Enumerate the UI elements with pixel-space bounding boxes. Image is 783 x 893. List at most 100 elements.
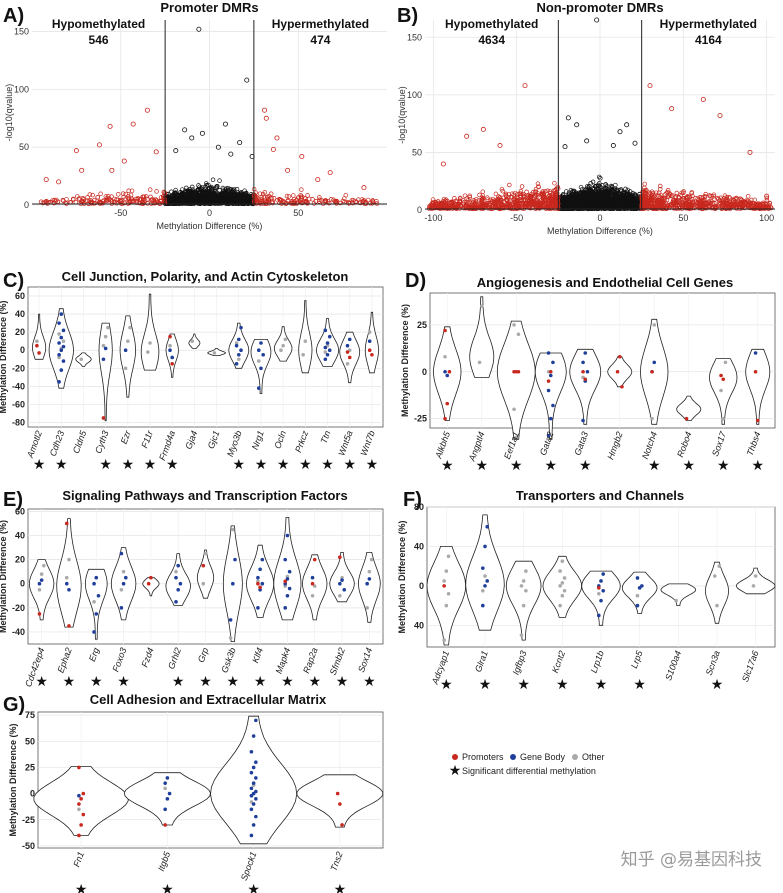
violin-Grhl2 [165,553,191,606]
data-point [764,193,770,199]
data-point [560,559,565,564]
violin-shape [465,514,505,631]
panel-letter: D) [405,270,426,292]
data-point [67,624,71,628]
significance-star: ★ [277,457,290,473]
x-tick-label: -100 [424,213,442,223]
data-point [652,360,657,365]
data-point [254,797,258,801]
y-tick-label: 0 [30,789,35,799]
data-point [338,555,342,560]
violin-Itgb5 [123,772,211,827]
violin-shape [745,348,771,425]
violin-shape [296,774,384,828]
y-tick-label: 25 [417,320,427,330]
data-point [176,563,180,568]
data-point [67,557,71,562]
data-point [57,332,61,336]
gene-label: Epha2 [56,646,74,674]
gene-label: Robo4 [675,430,693,458]
data-point [521,579,526,583]
violin-Sox17 [709,358,738,425]
data-point [444,569,449,573]
data-point [323,357,328,362]
y-axis-label: -log10(qvalue) [397,86,407,144]
data-point [481,603,485,608]
gene-label: Slc17a6 [740,649,761,683]
data-point [617,354,622,359]
data-point [94,612,99,616]
gene-label: Hmgb2 [605,430,624,461]
data-point [236,357,241,362]
panel-G: G) Cell Adhesion and Extracellular Matrix… [3,692,384,893]
data-point [443,354,447,359]
data-point [551,360,555,365]
data-point [583,377,588,382]
data-point [632,140,638,146]
data-point [270,146,276,152]
data-point [37,587,42,592]
data-point [103,334,108,339]
data-point [199,130,205,136]
significance-star: ★ [517,677,530,693]
data-point [512,323,516,327]
data-point [56,179,62,185]
data-point [61,339,66,343]
y-axis-label: -log10(qvalue) [4,84,14,142]
data-point [717,564,721,568]
data-point [165,776,170,780]
data-point [236,337,241,342]
significance-star: ★ [299,457,312,473]
gene-label: F11r [139,428,155,449]
panel-letter: G) [3,694,25,716]
data-point [57,321,61,325]
data-point [442,579,446,583]
data-point [254,760,258,765]
significance-star: ★ [227,674,240,690]
data-point [558,584,562,588]
data-point [516,369,521,374]
data-point [149,575,153,580]
data-point [719,373,723,378]
data-point [163,823,167,827]
data-point [121,581,126,586]
data-point [715,603,719,608]
data-point [79,823,83,827]
violin-shape [542,555,583,618]
data-point [516,332,521,337]
data-point [669,106,675,112]
significance-star: ★ [233,457,246,473]
data-point [234,361,239,366]
significance-star: ★ [90,674,103,690]
violin-shape [426,546,467,646]
data-point [146,350,150,354]
violin-S100a4 [660,583,697,606]
data-point [338,593,342,598]
y-tick-label: -25 [414,414,427,424]
data-point [584,138,590,144]
violin-Lrp5 [621,571,658,614]
violin-shape [228,322,250,369]
data-point [299,153,305,159]
violin-shape [56,518,82,628]
data-point [256,581,260,586]
data-point [170,361,175,366]
data-point [481,589,485,593]
data-point [601,572,605,576]
chart-title: Non-promoter DMRs [536,0,663,15]
data-point [254,776,258,780]
gene-label: Sfmbt2 [328,646,347,676]
data-point [254,718,258,723]
data-point [103,346,108,351]
data-point [228,636,233,640]
violin-shape [207,348,226,356]
y-tick-label: -25 [22,815,35,825]
data-point [57,380,61,384]
data-point [548,369,553,374]
violin-Eef1a1 [496,320,536,440]
data-point [597,613,601,618]
data-point [287,569,292,574]
data-point [546,351,551,355]
significance-star: ★ [711,677,724,693]
significance-star: ★ [199,674,212,690]
